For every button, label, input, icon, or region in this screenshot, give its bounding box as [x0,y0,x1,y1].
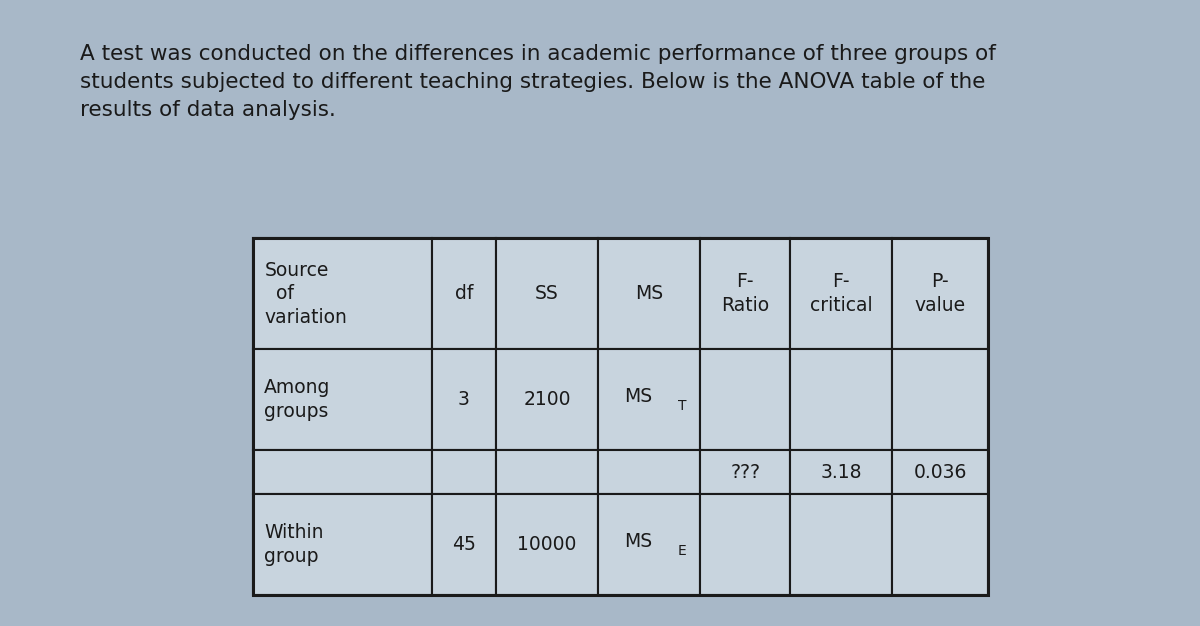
Bar [496,238,598,349]
Text: E: E [678,544,686,558]
Bar [496,495,598,595]
Bar [432,449,496,495]
Bar [598,449,701,495]
Bar [432,238,496,349]
Text: Among
groups: Among groups [264,378,331,421]
Text: 10000: 10000 [517,535,577,554]
Bar [893,238,988,349]
Text: F-
critical: F- critical [810,272,872,315]
Text: T: T [678,399,686,413]
Bar [253,349,432,449]
Text: 3: 3 [458,390,469,409]
Bar [790,349,893,449]
Bar [893,449,988,495]
Bar [496,349,598,449]
Text: df: df [455,284,473,303]
Bar [253,449,432,495]
Bar [701,495,790,595]
Text: 45: 45 [452,535,475,554]
Bar [893,349,988,449]
Bar [253,495,432,595]
Bar [598,349,701,449]
Bar [598,495,701,595]
Bar [790,495,893,595]
Text: MS: MS [635,284,664,303]
Bar [701,449,790,495]
Text: ???: ??? [730,463,760,481]
Text: 0.036: 0.036 [913,463,967,481]
Bar [496,449,598,495]
Bar [790,238,893,349]
Text: SS: SS [535,284,559,303]
Text: P-
value: P- value [914,272,966,315]
Text: Within
group: Within group [264,523,324,566]
Bar [701,238,790,349]
Bar [598,238,701,349]
Bar [790,449,893,495]
Bar [893,495,988,595]
Text: F-
Ratio: F- Ratio [721,272,769,315]
Bar [253,238,432,349]
Bar [253,238,988,595]
Text: 2100: 2100 [523,390,571,409]
Bar [432,495,496,595]
Text: MS: MS [624,387,652,406]
Bar [701,349,790,449]
Text: Source
  of
variation: Source of variation [264,260,347,327]
Bar [432,349,496,449]
Text: A test was conducted on the differences in academic performance of three groups : A test was conducted on the differences … [80,44,996,120]
Text: 3.18: 3.18 [821,463,862,481]
Text: MS: MS [624,532,652,551]
